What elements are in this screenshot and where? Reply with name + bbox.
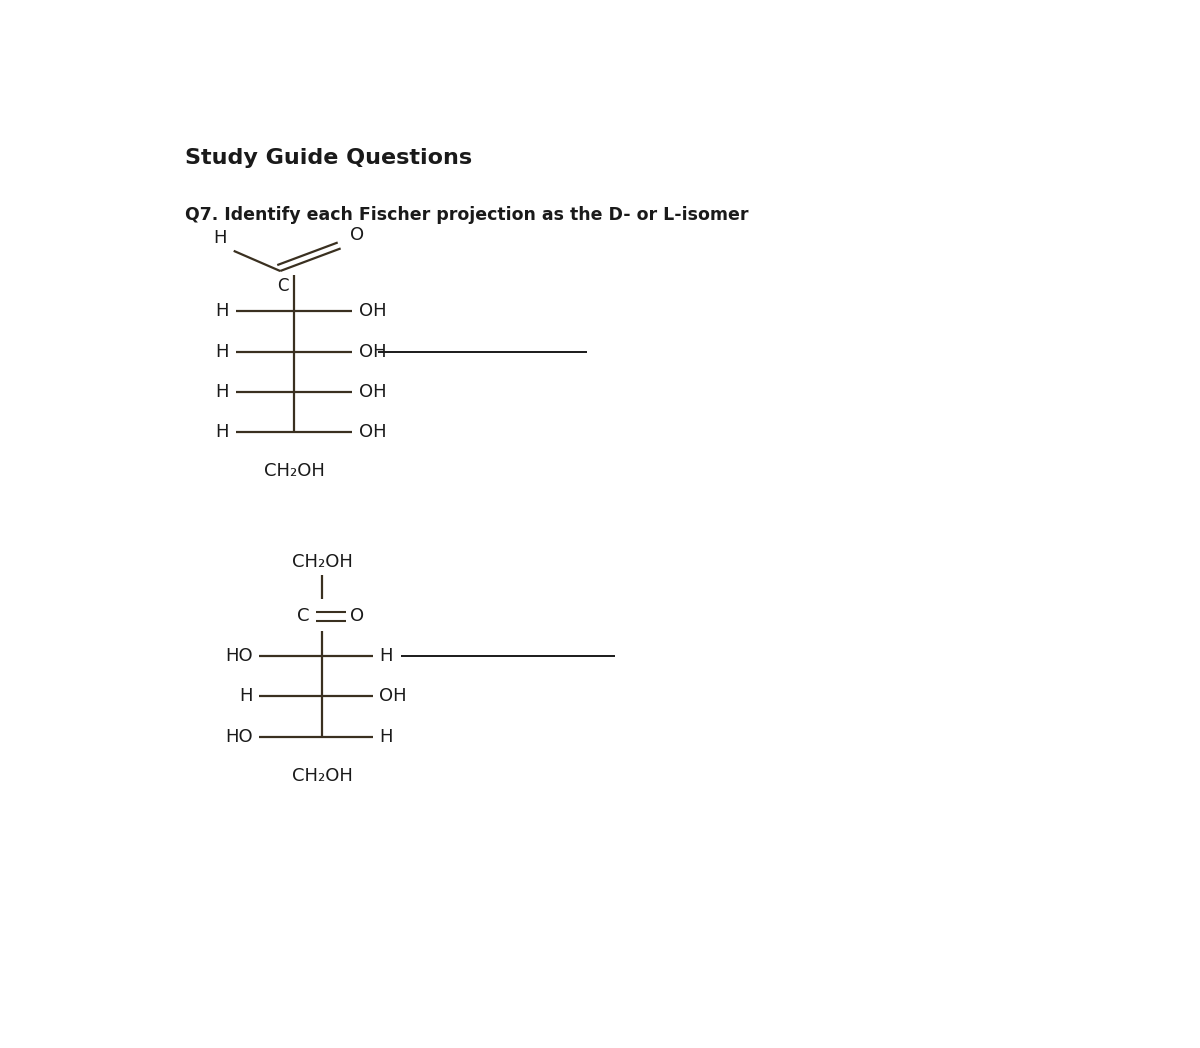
Text: H: H — [216, 423, 229, 441]
Text: HO: HO — [226, 727, 253, 745]
Text: Study Guide Questions: Study Guide Questions — [185, 149, 473, 169]
Text: H: H — [379, 727, 392, 745]
Text: CH₂OH: CH₂OH — [292, 767, 353, 785]
Text: C: C — [298, 608, 310, 626]
Text: OH: OH — [359, 343, 386, 361]
Text: OH: OH — [379, 687, 407, 705]
Text: O: O — [350, 608, 365, 626]
Text: OH: OH — [359, 384, 386, 401]
Text: Q7. Identify each Fischer projection as the D- or L-isomer: Q7. Identify each Fischer projection as … — [185, 206, 749, 224]
Text: O: O — [350, 226, 364, 244]
Text: H: H — [216, 343, 229, 361]
Text: HO: HO — [226, 647, 253, 664]
Text: OH: OH — [359, 303, 386, 321]
Text: H: H — [240, 687, 253, 705]
Text: OH: OH — [359, 423, 386, 441]
Text: H: H — [216, 303, 229, 321]
Text: H: H — [379, 647, 392, 664]
Text: C: C — [277, 278, 289, 296]
Text: H: H — [212, 228, 227, 247]
Text: H: H — [216, 384, 229, 401]
Text: CH₂OH: CH₂OH — [264, 462, 324, 480]
Text: CH₂OH: CH₂OH — [292, 553, 353, 571]
